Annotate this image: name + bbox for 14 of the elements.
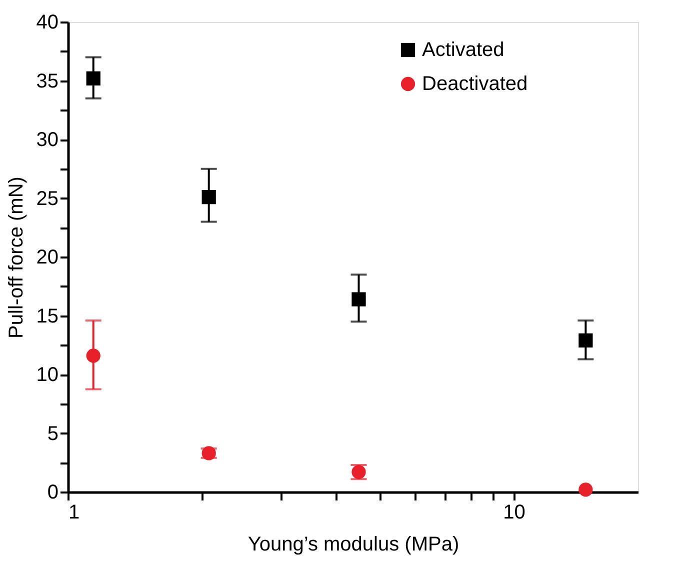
y-tick-label: 5 xyxy=(47,422,58,445)
y-tick-label: 0 xyxy=(47,482,58,504)
x-axis-title: Young’s modulus (MPa) xyxy=(248,534,460,556)
legend-label: Activated xyxy=(422,39,504,61)
y-tick-label: 15 xyxy=(36,305,58,328)
y-tick-label: 20 xyxy=(36,246,58,268)
legend-label: Deactivated xyxy=(422,73,528,95)
y-tick-label: 35 xyxy=(36,70,58,92)
y-tick-label: 25 xyxy=(36,188,58,210)
y-tick-label: 30 xyxy=(36,129,58,151)
y-tick-label: 40 xyxy=(36,12,58,34)
y-axis-title: Pull-off force (mN) xyxy=(5,176,28,338)
x-tick-label: 1 xyxy=(68,502,80,524)
y-tick-label: 10 xyxy=(36,364,58,386)
